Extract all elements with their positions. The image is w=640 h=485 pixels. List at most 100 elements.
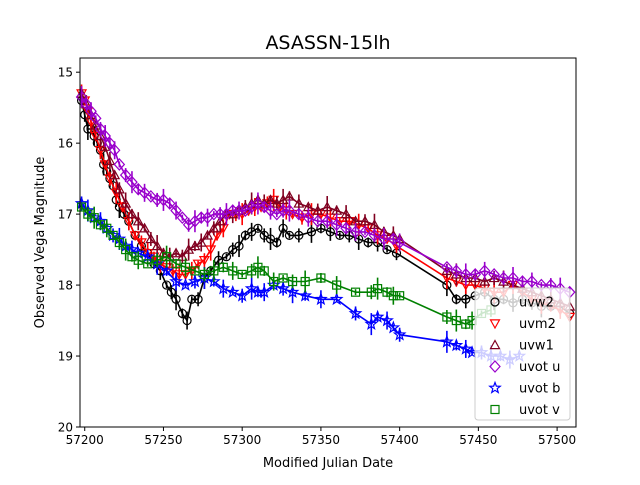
data-point-uvw1 [139, 222, 151, 233]
data-point-uvw1 [368, 219, 380, 229]
data-point-uvot-b [276, 281, 290, 295]
data-point-uvot-v [199, 269, 209, 280]
data-point-uvw1 [94, 130, 106, 141]
x-tick-label: 57200 [66, 433, 104, 447]
data-point-uvot-v [143, 259, 153, 269]
data-point-uvw1 [195, 236, 207, 247]
data-point-uvot-u [163, 197, 176, 210]
data-point-uvot-v [269, 276, 279, 287]
data-point-uvot-u [113, 158, 126, 171]
data-point-uvw2 [171, 294, 181, 304]
x-tick-label: 57350 [302, 433, 340, 447]
series-uvot-u [75, 86, 576, 300]
y-tick-label: 15 [58, 66, 73, 80]
data-point-uvot-v [114, 237, 124, 248]
data-point-uvw1 [202, 229, 214, 240]
data-point-uvot-u [302, 211, 315, 225]
data-point-uvot-u [89, 111, 102, 125]
y-tick-label: 18 [58, 279, 73, 293]
data-point-uvot-u [507, 271, 519, 285]
data-point-uvot-b [449, 338, 464, 352]
data-point-uvot-u [258, 200, 271, 214]
data-point-uvot-v [350, 287, 361, 297]
data-point-uvw2 [177, 308, 187, 319]
data-point-uvot-b [244, 281, 259, 295]
data-point-uvot-v [89, 213, 99, 223]
data-point-uvot-u [311, 214, 324, 228]
data-point-uvot-b [298, 288, 313, 302]
data-point-uvot-b [458, 341, 473, 355]
data-point-uvw2 [272, 237, 282, 248]
series-uvm2 [76, 84, 576, 323]
data-point-uvot-b [188, 274, 202, 288]
data-point-uvot-v [133, 255, 143, 265]
data-point-uvot-v [152, 255, 162, 265]
data-point-uvw2 [325, 227, 335, 237]
data-point-uvot-u [157, 193, 170, 207]
data-point-uvot-b [140, 249, 155, 263]
legend-label-uvot-v: uvot v [519, 403, 560, 418]
y-tick-label: 19 [58, 350, 73, 364]
y-tick-label: 17 [58, 208, 73, 222]
data-point-uvot-v [108, 230, 118, 241]
y-tick-label: 16 [58, 137, 73, 151]
data-point-uvw1 [208, 222, 220, 233]
series-line-uvot-v [81, 206, 492, 325]
data-point-uvw1 [109, 169, 121, 180]
data-point-uvot-v [209, 266, 219, 276]
data-point-uvw2 [234, 241, 244, 251]
data-point-uvw2 [461, 294, 471, 304]
data-point-uvw1 [151, 240, 163, 251]
data-point-uvw1 [145, 233, 157, 244]
data-point-uvw2 [316, 223, 326, 233]
data-point-uvot-u [75, 90, 88, 104]
data-point-uvw1 [176, 250, 188, 261]
data-point-uvot-u [459, 268, 472, 281]
data-point-uvot-v [218, 262, 228, 272]
data-point-uvm2 [205, 245, 217, 256]
data-point-uvot-u [252, 197, 264, 210]
data-point-uvot-v [259, 266, 269, 276]
data-point-uvot-u [104, 136, 116, 150]
data-point-uvot-b [314, 292, 328, 306]
data-point-uvw1 [126, 208, 138, 219]
axis-ticks: 57200 57250 57300 57350 57400 57450 57500 15 16 1… [58, 66, 576, 447]
y-axis-label: Observed Vega Magnitude [33, 157, 48, 329]
legend-label-uvw1: uvw1 [519, 339, 554, 354]
data-point-uvot-u [132, 182, 145, 196]
data-point-uvot-b [285, 284, 300, 299]
data-point-uvw2 [284, 230, 295, 241]
data-point-uvw1 [170, 247, 182, 258]
data-point-uvot-v [287, 276, 298, 287]
data-point-uvot-v [451, 315, 461, 326]
data-point-uvot-v [102, 223, 112, 233]
data-point-uvot-b [392, 327, 407, 341]
data-point-uvot-v [76, 202, 87, 212]
data-point-uvot-b [380, 313, 394, 327]
data-point-uvot-v [278, 273, 288, 283]
data-point-uvot-u [330, 218, 343, 232]
data-point-uvot-u [349, 225, 362, 239]
data-point-uvm2 [324, 213, 336, 224]
legend-marker-uvot-b [488, 380, 502, 394]
data-point-uvot-v [373, 284, 383, 294]
data-point-uvot-u [488, 268, 500, 281]
data-point-uvot-v [300, 276, 310, 287]
data-point-uvot-u [368, 229, 381, 242]
data-point-uvw2 [382, 244, 392, 255]
x-axis-label: Modified Julian Date [263, 456, 393, 471]
data-point-uvot-u [264, 204, 277, 217]
legend-label-uvw2: uvw2 [519, 296, 554, 311]
data-point-uvw2 [335, 230, 345, 241]
data-point-uvot-u [176, 211, 189, 225]
data-point-uvot-u [450, 264, 463, 278]
data-point-uvot-v [388, 291, 398, 301]
data-point-uvm2 [135, 238, 147, 249]
data-point-uvm2 [173, 270, 185, 281]
x-tick-label: 57500 [538, 433, 576, 447]
data-point-uvot-v [332, 280, 342, 290]
data-point-uvot-b [364, 316, 379, 330]
data-point-uvot-b [257, 284, 272, 299]
data-point-uvot-b [206, 274, 221, 288]
